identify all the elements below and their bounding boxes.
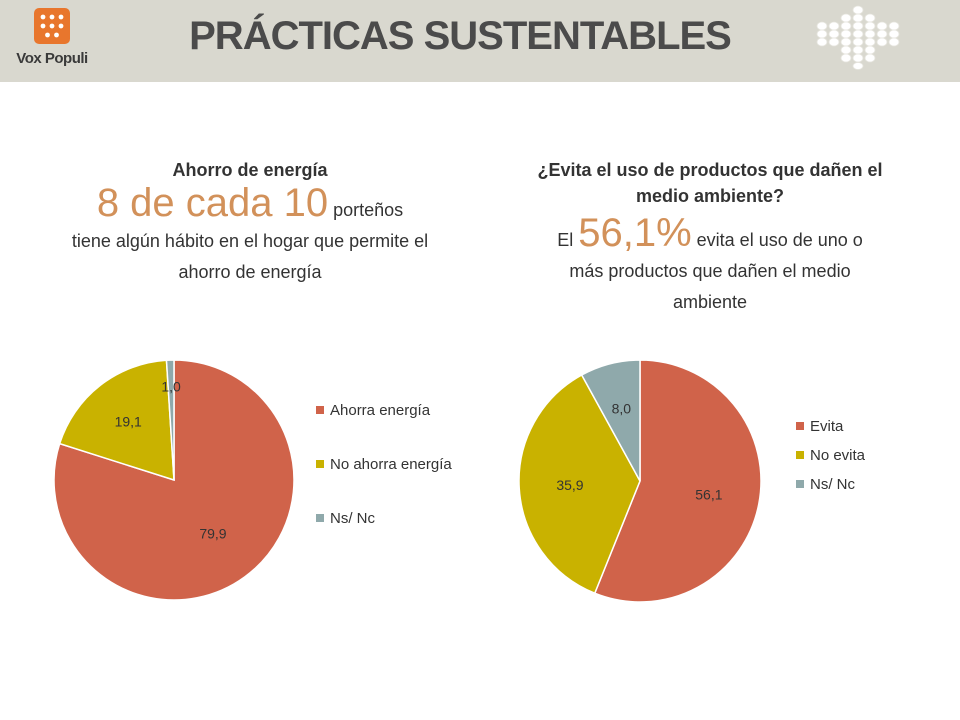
energy-slice-0 (53, 359, 295, 601)
products-legend-label-2: Ns/ Nc (810, 476, 855, 493)
energy-slice-label-1: 19,1 (115, 413, 142, 429)
dots-decoration-icon (816, 5, 900, 70)
right-panel-text: El 56,1% evita el uso de uno o más produ… (500, 213, 920, 318)
products-slice-label-0: 56,1 (695, 486, 722, 502)
right-text-rest: más productos que dañen el medio ambient… (569, 261, 851, 312)
right-text-before: El (557, 230, 579, 250)
energy-legend-swatch-0 (316, 406, 324, 415)
energy-legend-item-0: Ahorra energía (316, 402, 430, 419)
energy-legend-item-1: No ahorra energía (316, 456, 452, 473)
energy-legend-label-0: Ahorra energía (330, 402, 431, 419)
products-legend-item-0: Evita (796, 418, 843, 435)
left-panel-text: 8 de cada 10 porteños tiene algún hábito… (60, 183, 440, 288)
energy-slice-2 (165, 359, 175, 481)
products-slice-2 (580, 359, 641, 482)
right-panel-heading: ¿Evita el uso de productos que dañen el … (537, 160, 883, 206)
products-slice-label-1: 35,9 (556, 477, 583, 493)
energy-slice-label-2: 1,0 (161, 378, 181, 394)
energy-legend-item-2: Ns/ Nc (316, 510, 375, 527)
left-text-after: porteños (328, 200, 404, 220)
energy-pie-chart: 79,9 19,1 1,0 (53, 359, 295, 601)
products-legend-swatch-1 (796, 451, 804, 460)
energy-legend-swatch-1 (316, 460, 324, 469)
energy-pie-legend: Ahorra energía No ahorra energía Ns/ Nc (316, 402, 506, 542)
energy-slice-1 (58, 359, 175, 482)
products-pie-legend: Evita No evita Ns/ Nc (796, 418, 926, 508)
vox-populi-logo[interactable]: Vox Populi (12, 8, 92, 76)
products-slice-0 (593, 359, 762, 603)
left-panel-heading: Ahorro de energía (172, 160, 328, 180)
energy-legend-label-1: No ahorra energía (330, 456, 452, 473)
header-bar: Vox Populi PRÁCTICAS SUSTENTABLES (0, 0, 960, 82)
energy-legend-swatch-2 (316, 514, 324, 523)
right-highlight: 56,1% (578, 211, 692, 255)
products-legend-item-2: Ns/ Nc (796, 476, 855, 493)
energy-legend-label-2: Ns/ Nc (330, 510, 375, 527)
products-legend-swatch-2 (796, 480, 804, 489)
right-text-after: evita el uso de uno o (691, 230, 863, 250)
products-legend-item-1: No evita (796, 447, 865, 464)
products-legend-swatch-0 (796, 422, 804, 431)
energy-slice-label-0: 79,9 (199, 525, 226, 541)
left-highlight: 8 de cada 10 (96, 181, 329, 225)
brand-name: Vox Populi (16, 50, 88, 67)
left-text-rest: tiene algún hábito en el hogar que permi… (71, 231, 429, 282)
products-pie-chart: 56,1 35,9 8,0 (518, 359, 762, 603)
page-title: PRÁCTICAS SUSTENTABLES (189, 14, 732, 58)
products-legend-label-0: Evita (810, 418, 844, 435)
logo-mark-icon (34, 8, 70, 44)
products-legend-label-1: No evita (810, 447, 866, 464)
products-slice-label-2: 8,0 (612, 400, 632, 416)
products-slice-1 (518, 373, 641, 595)
